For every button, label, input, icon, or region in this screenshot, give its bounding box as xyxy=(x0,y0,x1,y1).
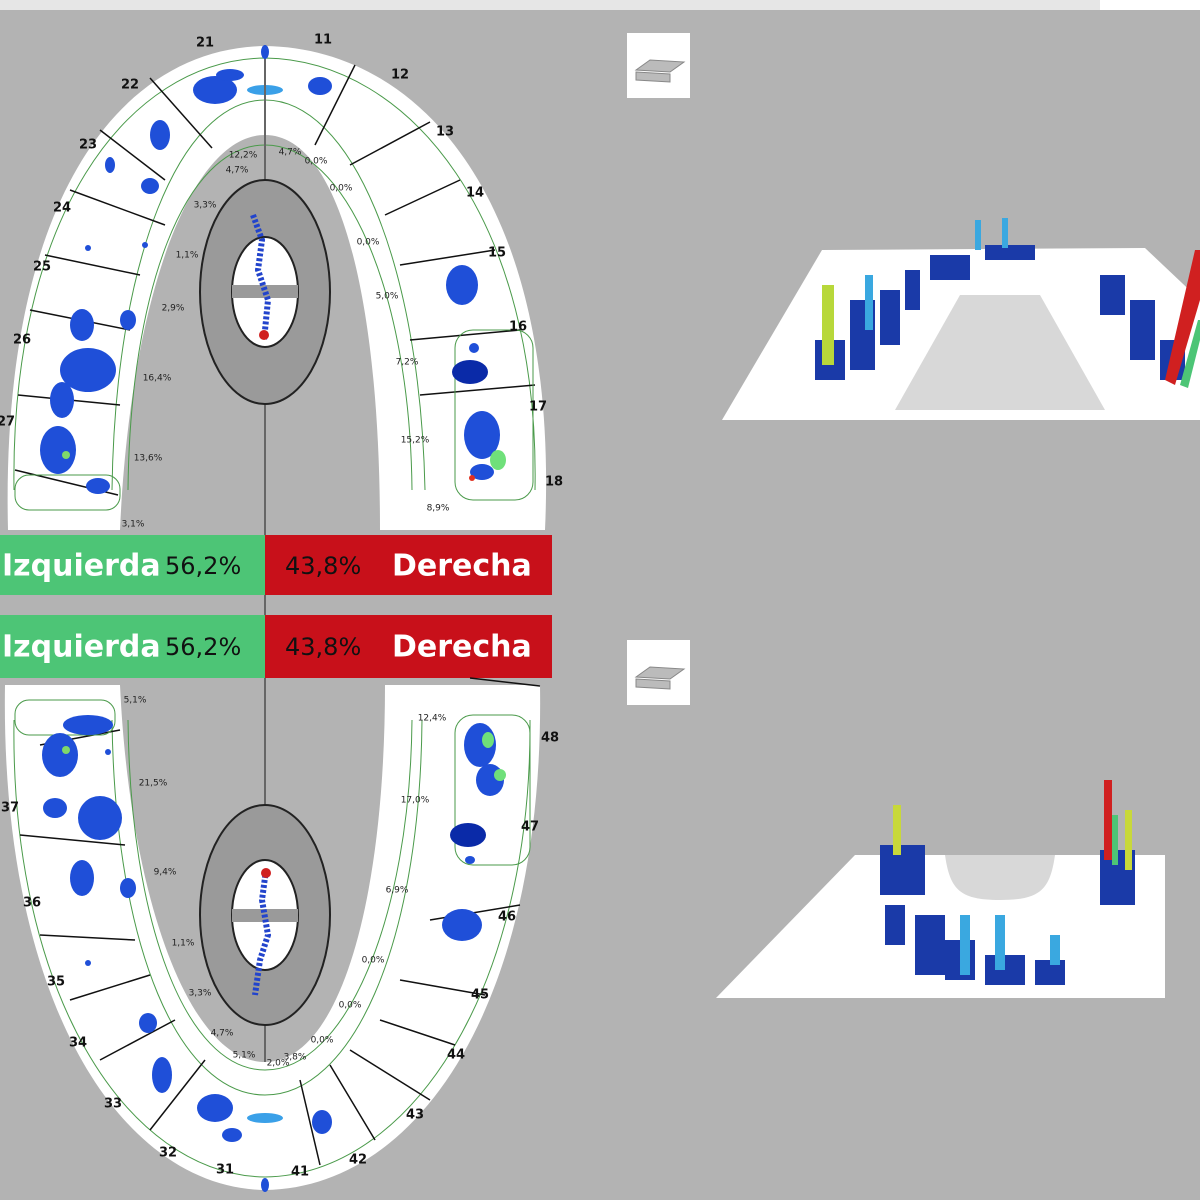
tooth-number: 48 xyxy=(541,731,559,746)
percentage: 5,1% xyxy=(233,1051,256,1061)
upper-tooth-numbers: 21 11 22 12 23 13 24 14 25 15 26 16 27 1… xyxy=(0,33,563,490)
upper-balance-bar: Izquierda 56,2% 43,8% Derecha xyxy=(0,535,552,595)
percentage: 0,0% xyxy=(339,1001,362,1011)
tooth-number: 33 xyxy=(104,1097,122,1112)
tooth-number: 45 xyxy=(471,988,489,1003)
tooth-number: 17 xyxy=(529,400,547,415)
lower-arch xyxy=(4,677,541,1190)
percentage: 2,9% xyxy=(162,304,185,314)
lower-target xyxy=(199,804,331,1026)
upper-3d-view xyxy=(722,218,1200,420)
tooth-number: 25 xyxy=(33,260,51,275)
right-label: Derecha xyxy=(392,549,532,584)
tooth-number: 14 xyxy=(466,186,484,201)
tooth-number: 35 xyxy=(47,975,65,990)
tooth-number: 22 xyxy=(121,78,139,93)
percentage: 4,7% xyxy=(226,166,249,176)
percentage: 0,0% xyxy=(357,238,380,248)
tooth-number: 13 xyxy=(436,125,454,140)
percentage: 3,8% xyxy=(284,1053,307,1063)
percentage: 15,2% xyxy=(401,436,430,446)
right-value: 43,8% xyxy=(285,552,361,580)
tooth-number: 34 xyxy=(69,1036,87,1051)
percentage: 0,0% xyxy=(362,956,385,966)
percentage: 0,0% xyxy=(330,184,353,194)
tooth-number: 42 xyxy=(349,1153,367,1168)
tooth-number: 16 xyxy=(509,320,527,335)
left-value: 56,2% xyxy=(165,552,241,580)
percentage: 5,0% xyxy=(376,292,399,302)
view-toggle-button[interactable] xyxy=(627,640,690,705)
tooth-number: 46 xyxy=(498,910,516,925)
lower-tooth-numbers: 48 37 47 36 46 35 45 34 44 33 43 32 31 4… xyxy=(1,731,559,1180)
tooth-number: 47 xyxy=(521,820,539,835)
percentage: 0,0% xyxy=(311,1036,334,1046)
lower-balance-bar: Izquierda 56,2% 43,8% Derecha xyxy=(0,615,552,678)
tooth-number: 27 xyxy=(0,415,15,430)
top-strip xyxy=(0,0,1200,10)
right-value: 43,8% xyxy=(285,633,361,661)
tooth-number: 31 xyxy=(216,1163,234,1178)
percentage: 1,1% xyxy=(172,939,195,949)
percentage: 3,1% xyxy=(122,520,145,530)
percentage: 4,7% xyxy=(279,148,302,158)
percentage: 13,6% xyxy=(134,454,163,464)
left-label: Izquierda xyxy=(2,630,161,665)
percentage: 4,7% xyxy=(211,1029,234,1039)
upper-percentages: 12,2% 4,7% 4,7% 0,0% 0,0% 3,3% 0,0% 1,1%… xyxy=(122,148,450,530)
percentage: 0,0% xyxy=(305,157,328,167)
percentage: 21,5% xyxy=(139,779,168,789)
tooth-number: 43 xyxy=(406,1108,424,1123)
percentage: 5,1% xyxy=(124,696,147,706)
tooth-number: 24 xyxy=(53,201,71,216)
percentage: 6,9% xyxy=(386,886,409,896)
midline-marker xyxy=(261,1178,269,1192)
tooth-number: 37 xyxy=(1,801,19,816)
tooth-number: 15 xyxy=(488,246,506,261)
percentage: 7,2% xyxy=(396,358,419,368)
left-label: Izquierda xyxy=(2,549,161,584)
tooth-number: 32 xyxy=(159,1146,177,1161)
tooth-number: 11 xyxy=(314,33,332,48)
tooth-number: 44 xyxy=(447,1048,465,1063)
percentage: 12,4% xyxy=(418,714,447,724)
tooth-number: 12 xyxy=(391,68,409,83)
tooth-number: 21 xyxy=(196,36,214,51)
upper-arch xyxy=(7,46,547,530)
percentage: 17,0% xyxy=(401,796,430,806)
percentage: 3,3% xyxy=(194,201,217,211)
percentage: 3,3% xyxy=(189,989,212,999)
lower-percentages: 5,1% 12,4% 21,5% 17,0% 9,4% 6,9% 1,1% 0,… xyxy=(124,696,447,1069)
midline-marker xyxy=(261,45,269,59)
percentage: 2,0% xyxy=(267,1059,290,1069)
left-value: 56,2% xyxy=(165,633,241,661)
tooth-number: 41 xyxy=(291,1165,309,1180)
percentage: 12,2% xyxy=(229,151,258,161)
percentage: 9,4% xyxy=(154,868,177,878)
tooth-number: 26 xyxy=(13,333,31,348)
tooth-number: 36 xyxy=(23,896,41,911)
percentage: 8,9% xyxy=(427,504,450,514)
tooth-number: 23 xyxy=(79,138,97,153)
right-label: Derecha xyxy=(392,630,532,665)
upper-target xyxy=(199,179,331,405)
percentage: 1,1% xyxy=(176,251,199,261)
tooth-number: 18 xyxy=(545,475,563,490)
lower-3d-view xyxy=(716,780,1165,998)
percentage: 16,4% xyxy=(143,374,172,384)
top-corner xyxy=(1100,0,1200,10)
view-toggle-button[interactable] xyxy=(627,33,690,98)
